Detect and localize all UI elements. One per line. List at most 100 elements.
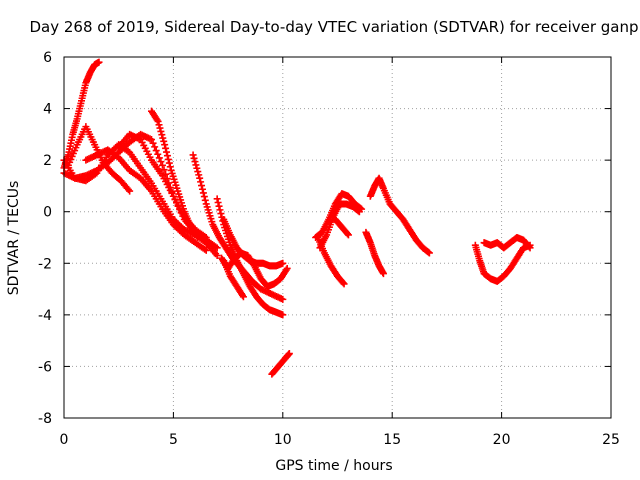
data-point <box>158 161 166 169</box>
data-point <box>95 58 103 66</box>
data-point <box>216 206 224 214</box>
data-point <box>157 127 165 135</box>
series-arc-5 <box>82 146 210 254</box>
data-point <box>526 244 534 252</box>
data-point <box>193 232 201 240</box>
y-tick-label: -8 <box>38 411 52 427</box>
data-point <box>202 234 210 241</box>
data-point <box>149 139 157 147</box>
data-point <box>279 295 287 303</box>
y-tick-label: -6 <box>38 359 52 375</box>
data-point <box>163 152 171 160</box>
data-point <box>202 246 210 254</box>
data-point <box>239 293 247 301</box>
y-tick-labels: -8 -6 -4 -2 0 2 4 6 <box>38 50 52 427</box>
y-axis-label: SDTVAR / TECUs <box>6 181 22 296</box>
series-arc-14 <box>312 190 366 241</box>
data-point <box>160 166 168 174</box>
data-point <box>124 186 132 194</box>
data-point <box>285 350 293 358</box>
data-point <box>201 196 209 204</box>
data-point <box>283 264 291 272</box>
x-tick-label: 20 <box>493 432 511 448</box>
series-arc-19 <box>362 228 387 278</box>
data-point <box>215 202 223 210</box>
x-tick-label: 25 <box>602 432 620 448</box>
x-tick-label: 5 <box>169 432 178 448</box>
chart-title: Day 268 of 2019, Sidereal Day-to-day VTE… <box>29 18 638 36</box>
data-point <box>344 230 352 238</box>
data-point <box>282 266 290 274</box>
x-tick-label: 15 <box>383 432 401 448</box>
x-tick-label: 0 <box>60 432 69 448</box>
grid <box>64 57 611 418</box>
data-point <box>238 291 246 299</box>
data-point <box>379 270 387 278</box>
y-tick-label: 2 <box>43 153 52 169</box>
data-point <box>193 234 201 241</box>
data-point <box>165 159 173 167</box>
data-point <box>199 189 207 197</box>
data-point <box>196 174 204 182</box>
data-point <box>161 141 169 149</box>
data-point <box>198 185 206 193</box>
data-point <box>214 199 222 207</box>
series-arc-21 <box>480 234 534 252</box>
x-tick-labels: 0 5 10 15 20 25 <box>60 432 620 448</box>
data-points <box>60 58 534 378</box>
data-point <box>162 144 170 152</box>
series-arc-16 <box>314 234 348 288</box>
data-point <box>425 249 433 257</box>
data-point <box>153 116 161 124</box>
series-arc-7 <box>148 107 201 241</box>
data-point <box>126 187 134 195</box>
data-point <box>148 136 156 144</box>
data-point <box>195 171 203 179</box>
data-point <box>159 134 167 142</box>
plot-frame <box>63 56 612 419</box>
data-point <box>279 311 287 319</box>
y-tick-label: 0 <box>43 205 52 221</box>
y-tick-label: 4 <box>43 102 52 118</box>
data-point <box>197 178 205 186</box>
data-point <box>192 161 200 169</box>
data-point <box>339 279 347 287</box>
y-tick-label: -2 <box>38 256 52 272</box>
series-arc-13 <box>268 350 293 378</box>
data-point <box>344 231 352 239</box>
data-point <box>355 208 363 216</box>
y-tick-label: -4 <box>38 308 52 324</box>
data-point <box>156 124 164 132</box>
data-point <box>160 137 168 145</box>
data-point <box>158 131 166 139</box>
data-point <box>194 168 202 176</box>
series-arc-12 <box>220 257 247 301</box>
data-point <box>191 158 199 166</box>
data-point <box>189 151 197 159</box>
data-point <box>164 155 172 163</box>
series-arc-18 <box>366 174 433 257</box>
series-arc-8 <box>189 151 287 303</box>
data-point <box>154 150 162 158</box>
data-point <box>198 182 206 190</box>
x-axis-label: GPS time / hours <box>275 458 392 474</box>
data-point <box>152 147 160 155</box>
x-tick-label: 10 <box>274 432 292 448</box>
y-tick-label: 6 <box>43 50 52 66</box>
data-point <box>193 164 201 172</box>
data-point <box>213 252 221 260</box>
series-arc-17 <box>331 215 352 239</box>
axis-ticks <box>63 56 612 419</box>
data-point <box>217 210 225 218</box>
data-point <box>154 117 162 125</box>
data-point <box>163 148 171 156</box>
data-point <box>155 154 163 162</box>
data-point <box>279 259 287 267</box>
data-point <box>155 121 163 129</box>
data-point <box>151 143 159 151</box>
data-point <box>213 244 221 252</box>
data-point <box>190 154 198 162</box>
data-point <box>200 193 208 201</box>
data-point <box>525 243 533 251</box>
